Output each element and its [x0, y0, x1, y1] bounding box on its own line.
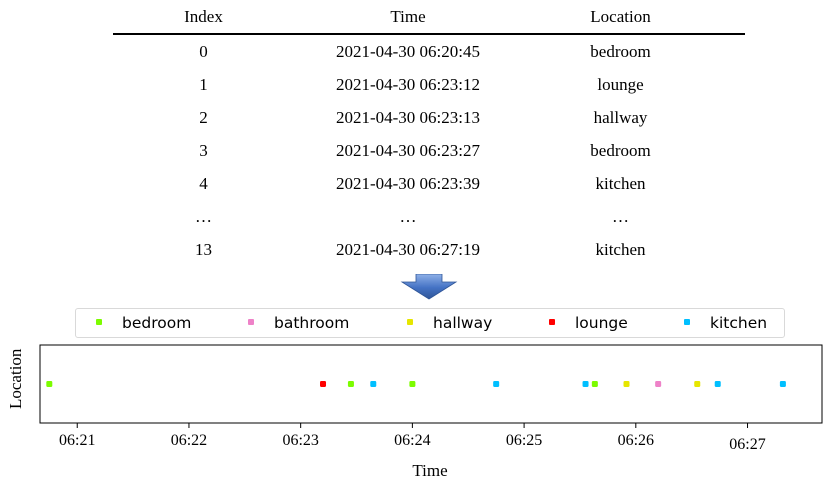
legend-item-kitchen: kitchen	[684, 309, 767, 337]
cell-location: hallway	[593, 108, 648, 127]
legend-label: hallway	[433, 314, 493, 332]
header-index: Index	[184, 7, 223, 26]
legend-item-bathroom: bathroom	[248, 309, 349, 337]
x-tick-label: 06:21	[59, 432, 95, 449]
cell-index: …	[195, 207, 212, 226]
timeline-scatter-plot: 06:21 06:22 06:23 06:24 06:25 06:26 06:27	[39, 344, 823, 453]
scatter-points	[46, 381, 786, 387]
chart-legend: bedroom bathroom hallway lounge kitchen	[75, 308, 785, 338]
x-tick-label: 06:23	[282, 432, 318, 449]
legend-marker	[96, 318, 102, 325]
table-row: 0 2021-04-30 06:20:45 bedroom	[113, 35, 745, 68]
x-tick-label: 06:25	[506, 432, 542, 449]
cell-time: 2021-04-30 06:27:19	[335, 240, 481, 259]
plot-frame	[39, 344, 823, 424]
scatter-point-kitchen	[714, 381, 721, 387]
x-tick-label: 06:24	[394, 432, 430, 449]
scatter-point-kitchen	[370, 381, 377, 387]
cell-time: 2021-04-30 06:23:27	[335, 141, 481, 160]
legend-marker	[684, 318, 690, 325]
x-tick-label: 06:27	[729, 436, 765, 453]
cell-index: 3	[199, 141, 208, 160]
scatter-point-bedroom	[347, 381, 354, 387]
cell-location: bedroom	[590, 42, 651, 61]
cell-location: bedroom	[590, 141, 651, 160]
table-row: 2 2021-04-30 06:23:13 hallway	[113, 101, 745, 134]
event-table: Index Time Location 0 2021-04-30 06:20:4…	[113, 0, 745, 266]
legend-label: bathroom	[274, 314, 350, 332]
legend-item-hallway: hallway	[407, 309, 492, 337]
legend-marker	[407, 318, 413, 325]
header-location: Location	[590, 7, 651, 26]
cell-index: 13	[195, 240, 212, 259]
cell-index: 0	[199, 42, 208, 61]
cell-time: 2021-04-30 06:23:12	[335, 75, 481, 94]
legend-label: kitchen	[710, 314, 768, 332]
table-row: 3 2021-04-30 06:23:27 bedroom	[113, 134, 745, 167]
header-time: Time	[390, 7, 426, 26]
scatter-point-kitchen	[779, 381, 786, 387]
legend-marker	[248, 318, 254, 325]
table-header: Index Time Location	[113, 0, 745, 35]
cell-location: …	[612, 207, 629, 226]
x-axis-ticks: 06:21 06:22 06:23 06:24 06:25 06:26 06:27	[59, 423, 766, 453]
table-row-ellipsis: … … …	[113, 200, 745, 233]
legend-item-lounge: lounge	[549, 309, 628, 337]
cell-location: kitchen	[595, 240, 646, 259]
scatter-point-kitchen	[493, 381, 500, 387]
legend-label: lounge	[575, 314, 628, 332]
down-arrow-icon	[400, 274, 458, 300]
legend-item-bedroom: bedroom	[96, 309, 191, 337]
x-axis-label: Time	[412, 461, 448, 480]
scatter-point-bedroom	[46, 381, 53, 387]
cell-time: 2021-04-30 06:23:39	[335, 174, 481, 193]
scatter-point-lounge	[320, 381, 327, 387]
legend-marker	[549, 318, 555, 325]
scatter-point-hallway	[623, 381, 630, 387]
cell-index: 4	[199, 174, 208, 193]
cell-index: 1	[199, 75, 208, 94]
scatter-point-bathroom	[655, 381, 662, 387]
y-axis-label: Location	[6, 348, 25, 409]
x-tick-label: 06:26	[618, 432, 654, 449]
scatter-point-bedroom	[409, 381, 416, 387]
x-tick-label: 06:22	[171, 432, 207, 449]
table-row: 4 2021-04-30 06:23:39 kitchen	[113, 167, 745, 200]
legend-label: bedroom	[122, 314, 192, 332]
table-row: 13 2021-04-30 06:27:19 kitchen	[113, 233, 745, 266]
scatter-point-bedroom	[591, 381, 598, 387]
table-row: 1 2021-04-30 06:23:12 lounge	[113, 68, 745, 101]
cell-time: …	[399, 207, 417, 226]
cell-location: kitchen	[595, 174, 646, 193]
scatter-point-hallway	[694, 381, 701, 387]
cell-location: lounge	[597, 75, 644, 94]
scatter-point-kitchen	[582, 381, 589, 387]
cell-time: 2021-04-30 06:20:45	[335, 42, 481, 61]
cell-time: 2021-04-30 06:23:13	[335, 108, 481, 127]
cell-index: 2	[199, 108, 208, 127]
